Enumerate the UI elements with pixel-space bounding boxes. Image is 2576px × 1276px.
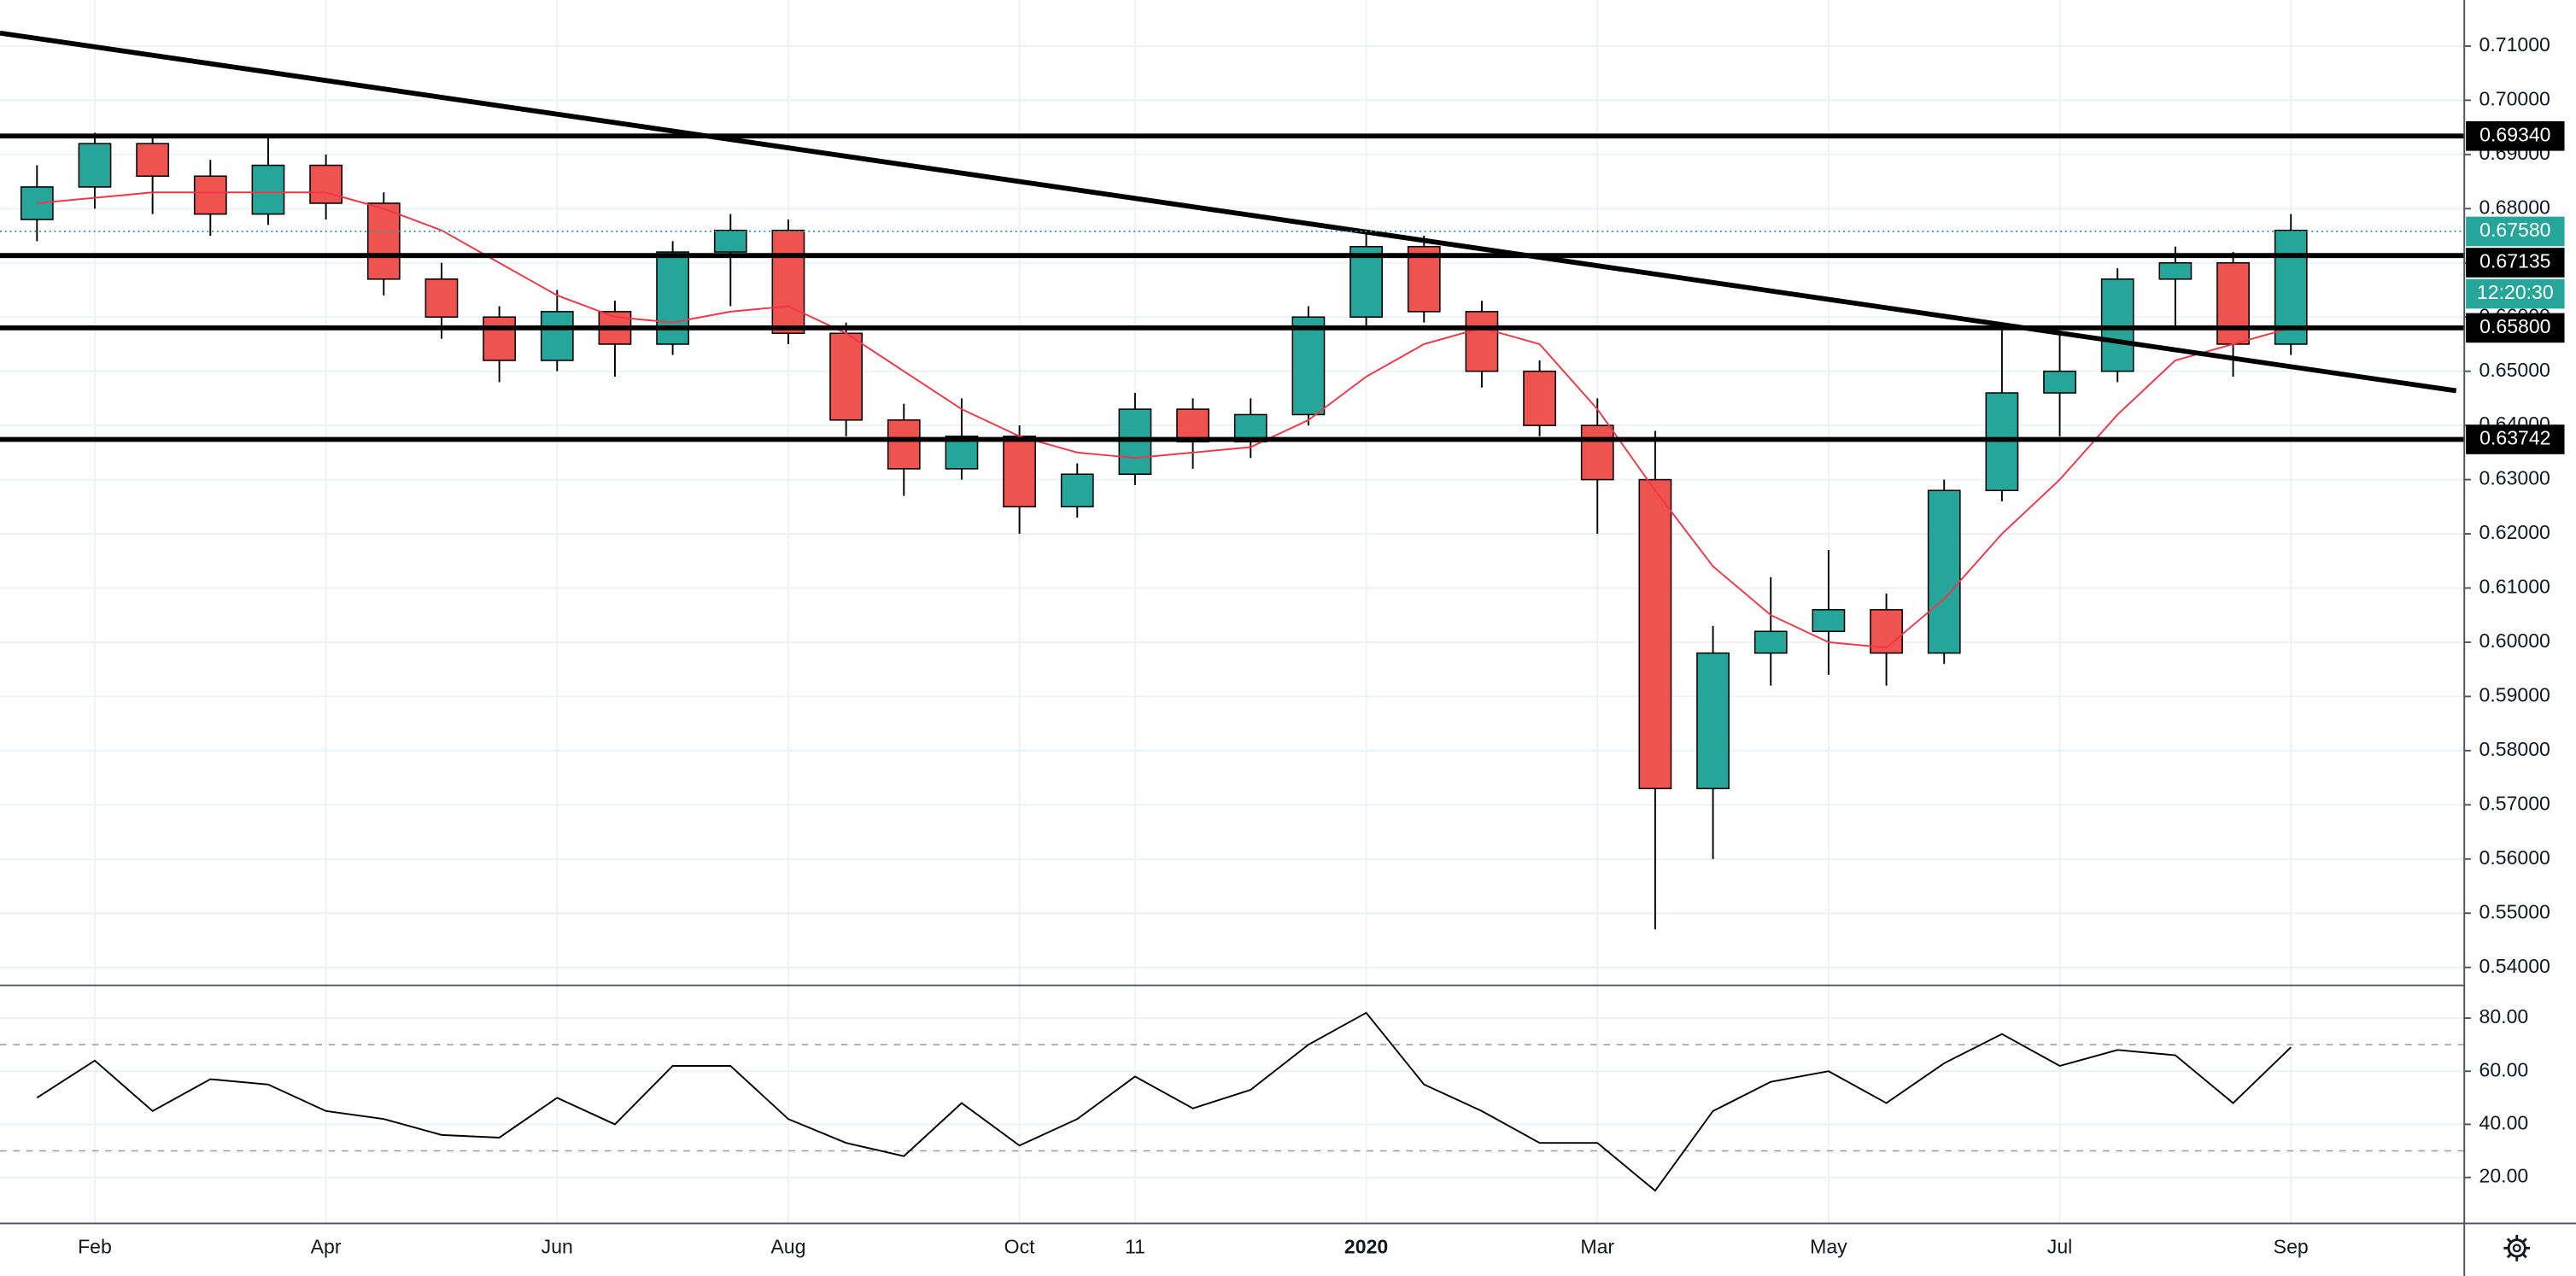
y-tick-label: 0.58000 <box>2479 738 2550 760</box>
candle-body <box>771 229 805 335</box>
y-tick-label: 0.65000 <box>2479 359 2550 381</box>
y-tick-label: 0.68000 <box>2479 196 2550 218</box>
settings-icon[interactable] <box>2503 1234 2531 1261</box>
y-tick-label: 0.71000 <box>2479 33 2550 56</box>
x-tick-label: Jun <box>542 1235 573 1257</box>
candle-body <box>1176 408 1209 442</box>
candle-body <box>2216 261 2250 345</box>
marks <box>0 30 2465 1192</box>
candle-body <box>2158 261 2193 280</box>
candle-body <box>1753 630 1788 654</box>
x-tick-label: Jul <box>2047 1235 2072 1257</box>
candle-body <box>193 175 227 215</box>
candle-body <box>829 332 863 421</box>
x-tick-label: Aug <box>770 1235 805 1257</box>
x-tick-label: May <box>1810 1235 1847 1257</box>
x-tick-label: 11 <box>1125 1235 1145 1257</box>
level-label-box <box>2466 424 2565 454</box>
gear-hub <box>2512 1244 2521 1253</box>
candle-body <box>1638 478 1672 790</box>
x-tick-label: Feb <box>78 1235 112 1257</box>
candle-body <box>713 229 747 253</box>
candle-body <box>1349 245 1383 318</box>
y-tick-label: 0.57000 <box>2479 792 2550 814</box>
x-tick-label: 2020 <box>1344 1235 1388 1257</box>
trendline <box>0 30 2457 394</box>
candle-body <box>887 419 921 470</box>
rsi-line <box>36 1011 2292 1192</box>
y-tick-label: 0.63000 <box>2479 467 2550 489</box>
y-tick-label: 0.54000 <box>2479 955 2550 977</box>
candle-body <box>309 164 343 204</box>
candle-body <box>2274 229 2308 345</box>
level-label: 0.65800 <box>2479 315 2550 337</box>
x-tick-label: Apr <box>311 1235 342 1257</box>
candle-body <box>366 202 401 280</box>
y-tick-label: 0.56000 <box>2479 846 2550 869</box>
grid <box>0 0 2465 1224</box>
candle-body <box>2100 278 2134 372</box>
current-price-label: 0.67580 <box>2479 219 2550 241</box>
candle-body <box>1580 424 1614 481</box>
price-axis-area <box>2464 0 2576 1276</box>
candle-body <box>1060 473 1094 508</box>
y-tick-label: 0.55000 <box>2479 900 2550 922</box>
rsi-tick-label: 20.00 <box>2479 1165 2529 1187</box>
y-tick-label: 0.61000 <box>2479 576 2550 598</box>
candle-body <box>251 164 285 215</box>
candle-body <box>2043 370 2076 394</box>
candle-body <box>483 316 516 361</box>
level-label-box <box>2466 248 2565 278</box>
candle-body <box>136 143 170 178</box>
y-tick-label: 0.59000 <box>2479 684 2550 706</box>
level-label: 0.67135 <box>2479 250 2550 272</box>
gear-teeth <box>2503 1234 2531 1261</box>
candle-body <box>1003 436 1036 508</box>
level-label-box <box>2466 120 2565 151</box>
candle-body <box>1812 609 1846 633</box>
current-price-label-box <box>2466 216 2565 247</box>
y-tick-label: 0.70000 <box>2479 87 2550 109</box>
rsi-tick-label: 60.00 <box>2479 1058 2529 1080</box>
rsi-tick-label: 40.00 <box>2479 1112 2529 1134</box>
countdown-label-box <box>2466 278 2565 309</box>
level-label-box <box>2466 313 2565 343</box>
countdown-label: 12:20:30 <box>2477 281 2554 303</box>
price-labels: 0.69340 0.67580 0.67135 12:20:30 0.65800 0.63… <box>2466 120 2565 454</box>
level-label: 0.69340 <box>2479 123 2550 145</box>
x-tick-label: Sep <box>2274 1235 2309 1257</box>
candle-body <box>1927 489 1961 654</box>
candle-body <box>78 143 112 188</box>
time-axis-area <box>0 1223 2576 1276</box>
x-tick-label: Oct <box>1004 1235 1035 1257</box>
candle-body <box>424 278 459 318</box>
x-tick-label: Mar <box>1580 1235 1614 1257</box>
moving-average <box>37 191 2292 649</box>
level-label: 0.63742 <box>2479 427 2550 449</box>
y-tick-label: 0.62000 <box>2479 521 2550 543</box>
candle-body <box>1465 311 1499 372</box>
candle-body <box>1696 652 1730 790</box>
candle-body <box>1291 316 1326 416</box>
rsi-tick-label: 80.00 <box>2479 1005 2529 1027</box>
y-tick-label: 0.60000 <box>2479 629 2550 652</box>
candle-body <box>540 311 574 361</box>
candle-body <box>1523 370 1556 426</box>
